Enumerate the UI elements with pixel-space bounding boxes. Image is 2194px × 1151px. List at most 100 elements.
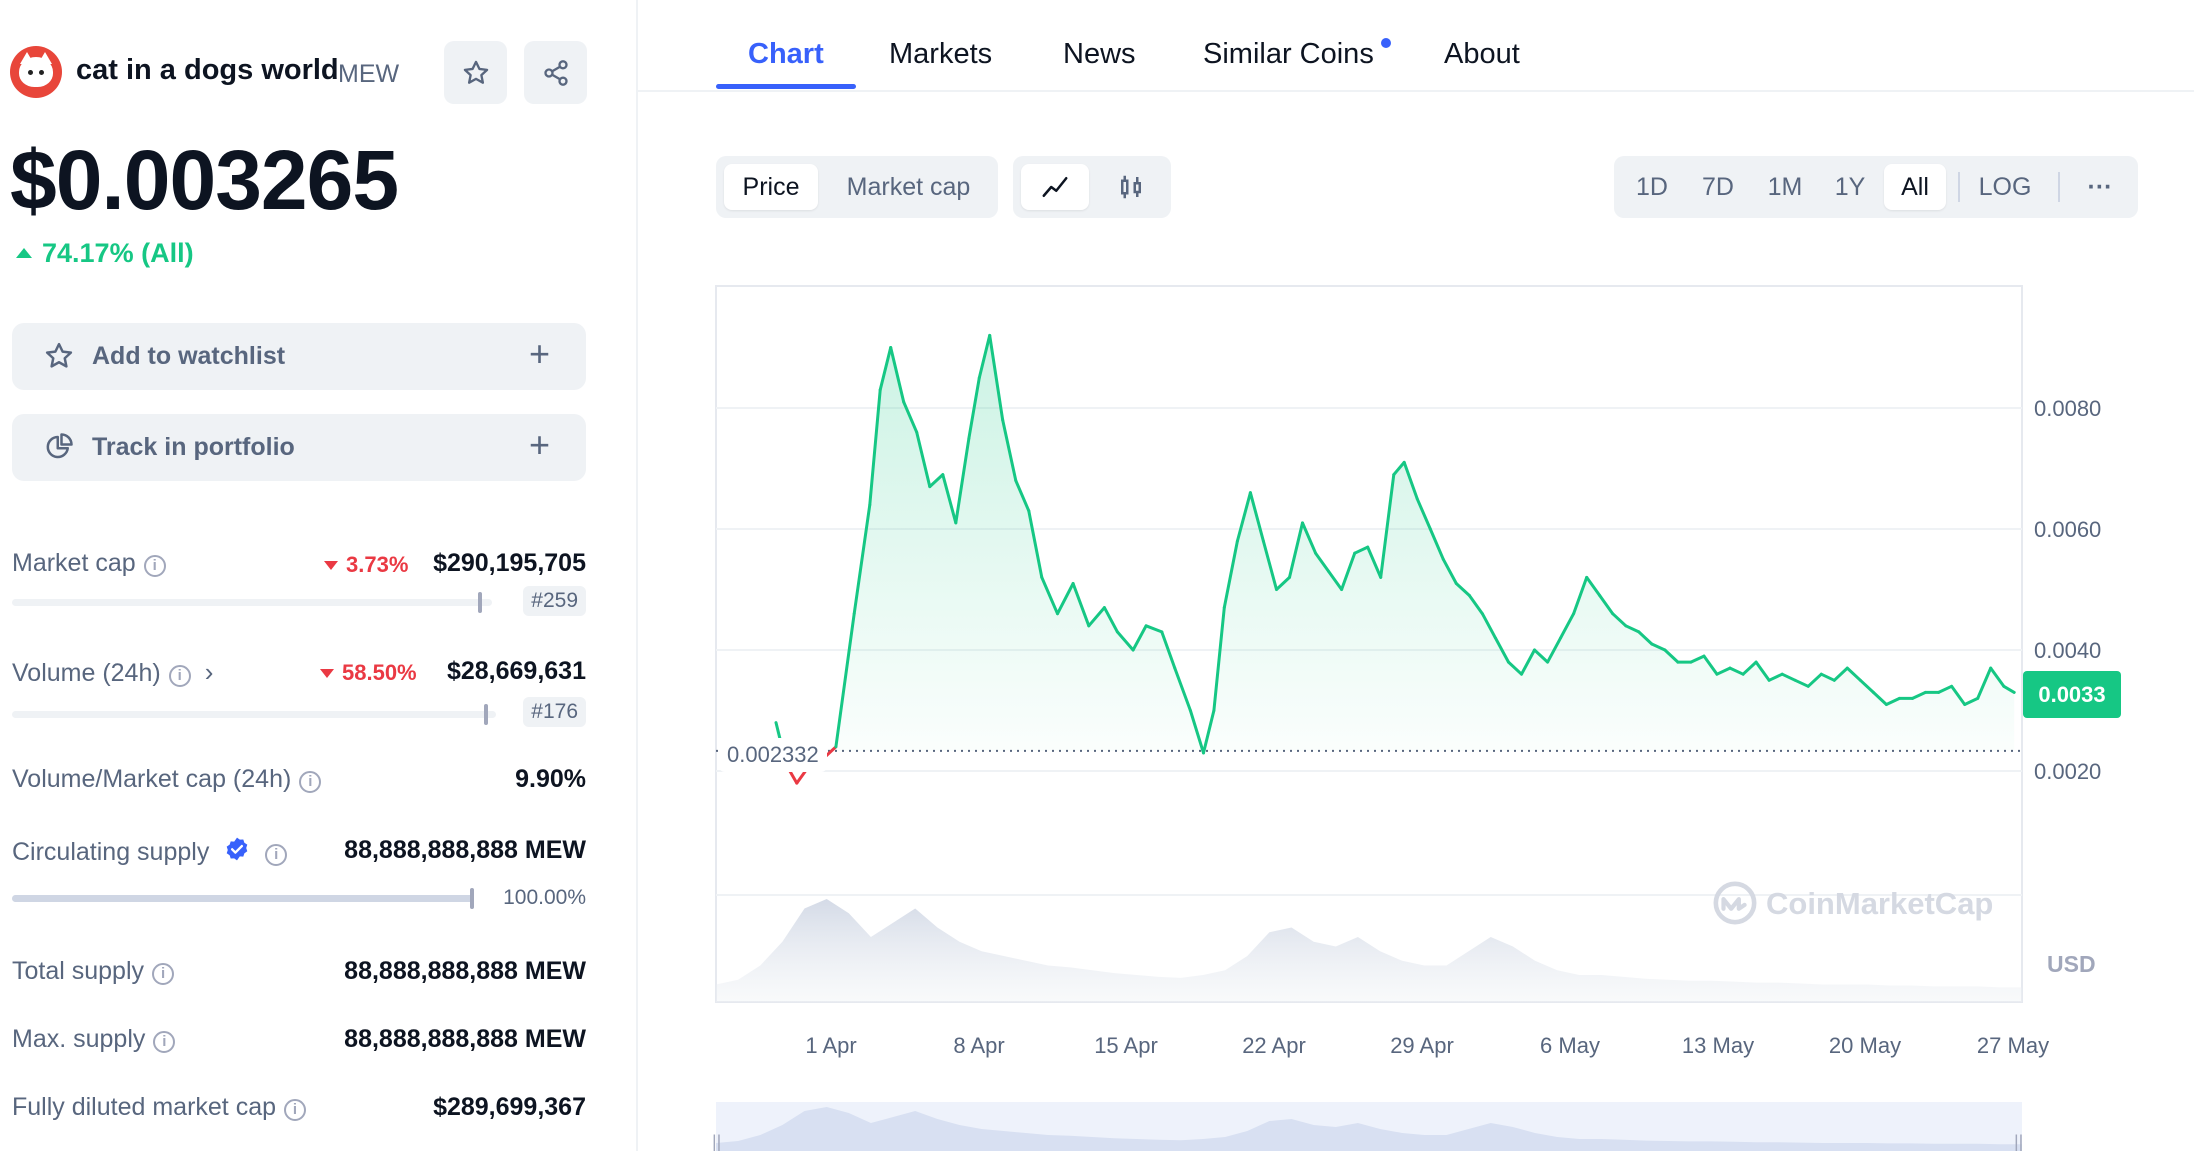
tab-news[interactable]: News xyxy=(1063,38,1136,70)
favorite-button[interactable] xyxy=(444,41,507,104)
price-line-segment xyxy=(1819,672,1836,682)
tab-similar-coins[interactable]: Similar Coins xyxy=(1203,38,1374,70)
max-supply-label: Max. supply i xyxy=(12,1025,176,1054)
x-tick-label: 22 Apr xyxy=(1242,1033,1306,1058)
price-line-segment xyxy=(1144,624,1164,634)
price-line-segment xyxy=(2002,684,2016,694)
price-line-segment xyxy=(915,430,932,489)
range-selector: 1D 7D 1M 1Y All LOG ··· xyxy=(1614,156,2138,218)
navigator-handle-right: || xyxy=(2014,1132,2023,1151)
range-1d[interactable]: 1D xyxy=(1636,173,1668,201)
price-line-segment xyxy=(1884,696,1901,706)
candlestick-icon xyxy=(1121,175,1141,199)
volume-label: Volume (24h) i › xyxy=(12,657,213,688)
add-to-watchlist-button[interactable]: Add to watchlist + xyxy=(12,323,586,390)
more-options-button[interactable]: ··· xyxy=(2087,173,2113,201)
price-line-segment xyxy=(1780,672,1797,682)
share-button[interactable] xyxy=(524,41,587,104)
price-line-segment xyxy=(941,473,958,525)
price-line-segment xyxy=(1301,521,1318,555)
price-line-segment xyxy=(954,436,971,525)
portfolio-label: Track in portfolio xyxy=(92,433,295,461)
pie-chart-icon xyxy=(46,433,73,459)
coin-symbol: MEW xyxy=(338,60,400,88)
info-icon[interactable]: i xyxy=(153,1031,176,1053)
logo-eye-left xyxy=(28,70,33,75)
metric-toggle: Price Market cap xyxy=(716,156,998,218)
plus-icon: + xyxy=(528,333,550,374)
price-line-segment xyxy=(1327,569,1344,591)
price-line-segment xyxy=(1314,551,1331,573)
price-line-segment xyxy=(1115,630,1135,652)
fdmc-label: Fully diluted market cap i xyxy=(12,1093,307,1122)
tab-markets[interactable]: Markets xyxy=(889,38,993,70)
price-line-segment xyxy=(868,388,882,507)
price-line-segment xyxy=(834,612,856,749)
price-line-segment xyxy=(1001,418,1018,483)
caret-down-icon xyxy=(320,669,334,678)
info-icon[interactable]: i xyxy=(299,771,322,793)
price-line-segment xyxy=(1131,624,1148,652)
coinmarketcap-watermark: CoinMarketCap xyxy=(1712,880,1993,926)
price-line-segment xyxy=(1480,612,1497,640)
price-line-segment xyxy=(1845,666,1862,682)
info-icon[interactable]: i xyxy=(168,665,191,687)
price-line-segment xyxy=(1340,551,1357,591)
price-toggle[interactable]: Price xyxy=(724,164,818,210)
price-line-segment xyxy=(1027,509,1044,579)
verified-icon xyxy=(226,837,248,861)
caret-up-icon xyxy=(16,248,32,258)
range-all[interactable]: All xyxy=(1884,164,1946,210)
volume-rank-bar xyxy=(12,704,496,725)
plus-icon: + xyxy=(528,424,550,465)
price-line-segment xyxy=(1261,539,1278,591)
price-line-segment xyxy=(902,400,919,434)
low-price-label: 0.002332 xyxy=(719,738,827,772)
tab-about[interactable]: About xyxy=(1444,38,1520,70)
current-price-tag: 0.0033 xyxy=(2023,671,2121,718)
price-line-segment xyxy=(1173,666,1192,712)
info-icon[interactable]: i xyxy=(284,1099,307,1121)
price-line-segment xyxy=(1937,684,1954,694)
candlestick-button[interactable] xyxy=(1097,164,1165,210)
line-chart-button[interactable] xyxy=(1021,164,1089,210)
fdmc-label-text: Fully diluted market cap xyxy=(12,1093,277,1121)
market-cap-toggle[interactable]: Market cap xyxy=(846,173,971,201)
info-icon[interactable]: i xyxy=(143,555,166,577)
price-line-segment xyxy=(1493,636,1510,664)
info-icon[interactable]: i xyxy=(265,844,288,866)
market-cap-value: $290,195,705 xyxy=(433,549,586,577)
price-line-segment xyxy=(1559,612,1576,640)
price-line-segment xyxy=(1275,575,1291,591)
range-1m[interactable]: 1M xyxy=(1767,173,1803,201)
price-line-segment xyxy=(1767,672,1784,682)
info-icon[interactable]: i xyxy=(152,963,175,985)
price-line-segment xyxy=(1533,648,1550,664)
rank-marker xyxy=(484,704,488,725)
volume-area xyxy=(716,899,2022,1002)
price-line-segment xyxy=(1806,672,1823,688)
star-icon xyxy=(463,60,488,84)
logo-eye-right xyxy=(39,70,44,75)
active-tab-indicator xyxy=(716,84,856,89)
tab-chart[interactable]: Chart xyxy=(748,38,824,70)
watermark-text: CoinMarketCap xyxy=(1766,886,1994,921)
divider xyxy=(1958,172,1960,202)
range-1y[interactable]: 1Y xyxy=(1834,173,1866,201)
price-line-segment xyxy=(1976,666,1993,700)
market-cap-label-text: Market cap xyxy=(12,549,136,577)
watchlist-label: Add to watchlist xyxy=(92,342,286,370)
price-line-segment xyxy=(1689,654,1706,664)
log-toggle[interactable]: LOG xyxy=(1978,173,2032,201)
chevron-right-icon[interactable]: › xyxy=(204,657,214,687)
range-7d[interactable]: 7D xyxy=(1702,173,1734,201)
fdmc-value: $289,699,367 xyxy=(433,1093,586,1121)
track-portfolio-button[interactable]: Track in portfolio + xyxy=(12,414,586,481)
market-cap-change: 3.73% xyxy=(324,552,408,578)
x-tick-label: 13 May xyxy=(1682,1033,1754,1058)
market-cap-rank-bar xyxy=(12,592,492,613)
volume-change: 58.50% xyxy=(320,660,417,686)
price-line-segment xyxy=(1728,666,1745,676)
market-cap-rank: #259 xyxy=(523,586,586,616)
